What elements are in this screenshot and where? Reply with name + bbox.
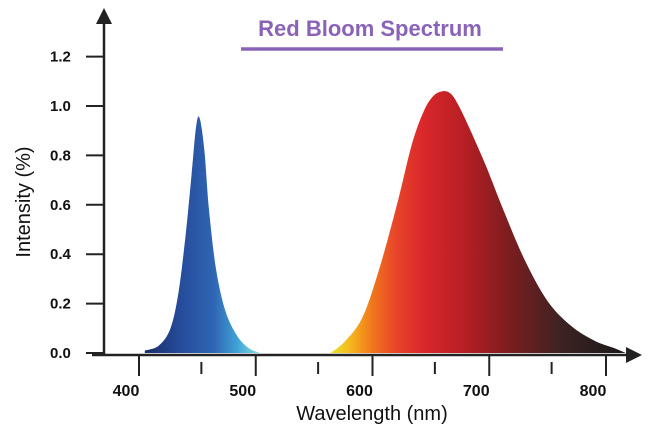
axes — [92, 8, 642, 363]
y-tick-label: 0.6 — [50, 197, 71, 214]
x-tick-label: 800 — [580, 383, 607, 400]
y-tick-label: 0.8 — [50, 147, 71, 164]
y-tick-label: 1.0 — [50, 98, 71, 115]
spectrum-area-2 — [330, 91, 626, 353]
y-axis-label: Intensity (%) — [13, 146, 35, 257]
y-tick-label: 1.2 — [50, 49, 71, 66]
x-axis-label: Wavelength (nm) — [296, 403, 448, 425]
y-tick-label: 0.0 — [50, 345, 71, 362]
x-tick-label: 600 — [346, 383, 373, 400]
chart-title: Red Bloom Spectrum — [258, 16, 482, 41]
x-tick-label: 700 — [463, 383, 490, 400]
x-axis-arrow-icon — [626, 347, 642, 363]
y-axis-arrow-icon — [96, 8, 112, 24]
spectrum-areas — [144, 91, 626, 354]
spectrum-area-1 — [144, 116, 261, 354]
x-tick-label: 500 — [229, 383, 256, 400]
y-tick-label: 0.2 — [50, 296, 71, 313]
x-tick-label: 400 — [113, 383, 140, 400]
y-tick-label: 0.4 — [50, 246, 72, 263]
axis-ticks: 0.0 0.2 0.4 0.6 0.8 1.0 1.2 400 500 600 700 800 — [50, 49, 607, 400]
